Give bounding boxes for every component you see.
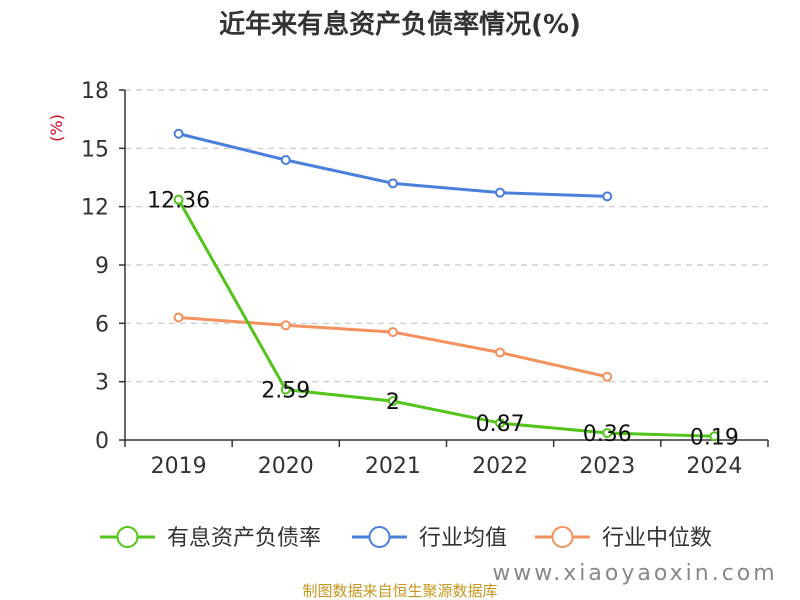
data-point — [495, 347, 506, 358]
x-tick-label: 2019 — [151, 454, 207, 479]
data-label: 0.87 — [476, 412, 525, 437]
y-tick-label: 12 — [81, 196, 109, 221]
legend-marker — [551, 526, 574, 548]
x-tick-label: 2022 — [472, 454, 528, 479]
data-point — [602, 191, 613, 202]
data-point — [602, 371, 613, 382]
data-point — [495, 418, 506, 429]
legend-marker — [368, 526, 391, 548]
data-label: 2.59 — [261, 379, 310, 404]
data-point — [709, 431, 720, 442]
y-tick-label: 3 — [95, 371, 109, 396]
watermark: www.xiaoyaoxin.com — [492, 561, 777, 586]
axes: 0 3 6 9 12 15 18 2019 2020 2021 2022 2023 2024 — [81, 79, 769, 479]
series-layer — [173, 128, 720, 442]
data-point — [173, 128, 184, 139]
legend-label: 行业均值 — [419, 526, 507, 551]
data-point — [280, 384, 291, 395]
data-point — [495, 187, 506, 198]
x-tick-label: 2023 — [579, 454, 635, 479]
data-point — [387, 327, 398, 338]
y-tick-label: 6 — [95, 312, 109, 337]
x-tick-label: 2021 — [365, 454, 421, 479]
legend-marker — [116, 526, 139, 548]
data-point — [173, 194, 184, 205]
data-point — [280, 320, 291, 331]
y-axis-unit: (%) — [47, 114, 66, 142]
x-tick-label: 2024 — [686, 454, 742, 479]
data-point — [387, 396, 398, 407]
x-tick-label: 2020 — [258, 454, 314, 479]
data-label: 2 — [386, 390, 400, 415]
data-label: 12.36 — [147, 189, 210, 214]
chart-title: 近年来有息资产负债率情况(%) — [219, 9, 581, 40]
y-tick-label: 15 — [81, 137, 109, 162]
data-point — [280, 155, 291, 165]
data-label: 0.36 — [583, 422, 632, 447]
legend-label: 有息资产负债率 — [167, 526, 321, 551]
data-labels: 12.36 2.59 2 0.87 0.36 0.19 — [147, 189, 739, 451]
legend: 有息资产负债率 行业均值 行业中位数 — [100, 526, 712, 551]
y-tick-label: 18 — [81, 79, 109, 104]
series-line — [178, 316, 608, 379]
source-note: 制图数据来自恒生聚源数据库 — [302, 582, 497, 600]
data-point — [173, 312, 184, 323]
data-point — [387, 178, 398, 189]
y-tick-label: 0 — [95, 429, 109, 454]
y-tick-label: 9 — [95, 254, 109, 279]
series-line — [177, 198, 715, 438]
data-point — [602, 428, 613, 438]
grid-lines — [125, 89, 768, 383]
legend-label: 行业中位数 — [602, 526, 712, 551]
data-label: 0.19 — [690, 425, 739, 450]
